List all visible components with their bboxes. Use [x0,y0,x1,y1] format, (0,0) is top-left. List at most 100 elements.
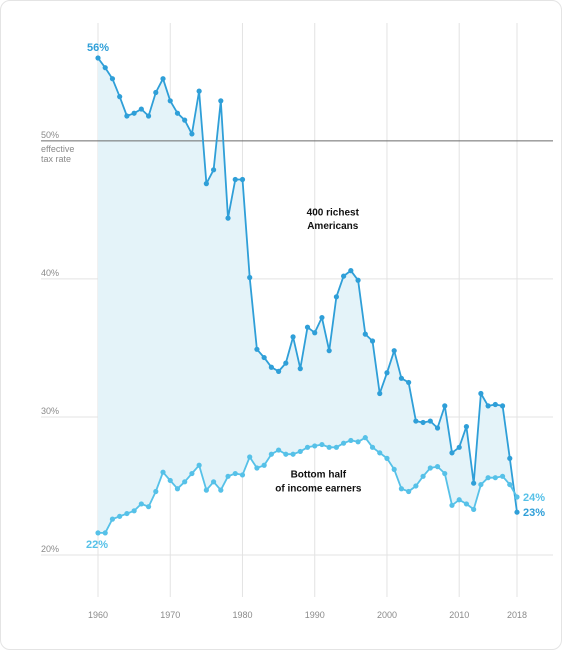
series-0-point-1985 [276,368,282,374]
y-tick-label-20: 20% [41,544,59,554]
series-1-point-1975 [203,487,209,493]
series-1-point-1991 [319,441,325,448]
rich-series-label-line-2: Americans [307,221,359,232]
series-1-point-1972 [182,479,188,485]
series-0-point-1964 [124,113,130,119]
series-1-point-1961 [102,530,108,536]
y-axis-note-line-1: effective [41,144,74,154]
series-1-point-2011 [463,501,470,507]
series-0-point-1994 [341,273,347,279]
series-1-point-2013 [478,481,484,488]
series-0-point-1990 [312,330,318,336]
series-1-point-1980 [239,472,246,478]
y-tick-label-30: 30% [41,406,59,416]
series-1-point-1990 [312,443,318,449]
series-1-point-1988 [297,448,303,455]
series-0-point-1988 [297,366,303,372]
series-1-point-1994 [341,440,347,446]
series-0-point-1972 [182,117,188,123]
series-layer [95,55,520,536]
series-0-point-2002 [398,375,405,381]
series-1-point-1979 [232,470,238,477]
area-between-series [98,58,517,533]
rich-end-label: 23% [523,507,545,519]
series-1-point-1981 [247,454,253,460]
series-1-point-1995 [348,437,354,444]
series-0-point-1977 [218,98,224,104]
series-1-point-1969 [160,469,166,475]
series-1-point-2005 [420,473,426,479]
series-1-point-2006 [427,465,433,471]
series-1-point-2002 [398,486,405,492]
series-0-point-1989 [304,324,311,330]
series-1-point-1982 [254,465,260,471]
series-0-point-1992 [326,348,332,354]
series-0-point-1960 [95,55,101,61]
series-1-point-2009 [449,502,455,508]
series-0-point-1995 [348,268,354,274]
rich-start-label: 56% [87,42,109,54]
series-0-point-1961 [102,65,108,71]
series-1-point-1996 [355,439,361,445]
series-1-point-2012 [471,506,477,513]
y-tick-label-40: 40% [41,268,59,278]
series-1-point-1973 [189,470,195,477]
series-0-point-2013 [478,390,484,397]
series-1-point-2008 [442,470,448,477]
series-0-point-2009 [449,450,455,456]
series-1-point-1962 [109,516,116,522]
bottom-half-start-label: 22% [86,539,108,551]
series-1-point-2000 [384,455,390,461]
series-1-point-1967 [145,504,152,510]
x-tick-label-2010: 2010 [449,610,469,620]
series-1-point-1992 [326,444,332,450]
x-tick-label-1970: 1970 [160,610,180,620]
series-1-point-1971 [174,486,181,492]
bottom-half-series-label-line-1: Bottom half [291,470,347,481]
bottom-half-end-label: 24% [523,492,545,504]
series-0-point-1970 [167,98,173,104]
x-tick-label-1990: 1990 [305,610,325,620]
series-0-point-2015 [492,401,498,408]
series-0-point-1980 [239,176,246,183]
series-0-point-1968 [153,89,159,96]
series-1-point-1976 [210,479,217,485]
series-0-point-2005 [420,419,426,426]
series-0-point-1974 [196,88,202,94]
series-1-point-1964 [124,510,130,517]
x-tick-label-1980: 1980 [232,610,252,620]
series-1-point-2010 [456,497,462,503]
series-0-point-1966 [138,106,144,112]
series-0-point-1971 [174,110,181,116]
x-tick-label-1960: 1960 [88,610,108,620]
series-1-point-1965 [131,508,137,514]
series-0-point-1967 [145,113,152,119]
series-0-point-2001 [391,348,397,354]
series-0-point-1982 [254,346,260,352]
series-0-point-2000 [384,370,390,376]
series-1-point-2015 [492,475,498,481]
series-1-point-1986 [283,451,289,457]
y-tick-label-50: 50% [41,130,59,140]
series-0-point-1963 [117,94,123,100]
series-0-point-2003 [406,379,412,386]
series-0-point-1976 [210,167,217,173]
series-1-point-2004 [413,483,419,489]
series-0-point-2011 [463,424,470,430]
series-1-point-1997 [362,435,368,441]
series-0-point-2010 [456,444,462,450]
series-0-point-2016 [499,403,506,409]
series-0-point-2006 [427,418,433,424]
series-0-point-1998 [369,338,376,344]
series-1-point-2003 [406,488,412,495]
y-axis-note-line-2: tax rate [41,154,71,164]
series-0-point-2007 [434,425,441,431]
series-1-point-1977 [218,487,224,493]
y-axis-ticks: 20% 30% 40% 50% [41,130,59,554]
series-0-point-2014 [485,403,491,409]
series-1-point-1978 [225,473,231,479]
series-0-point-1991 [319,314,325,321]
series-0-point-1975 [203,181,209,187]
